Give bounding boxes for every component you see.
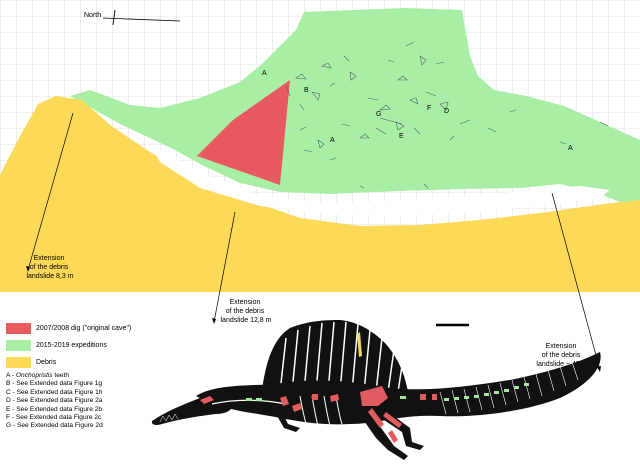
legend-original-cave: 2007/2008 dig ("original cave"): [6, 321, 196, 335]
extension-right-arrow: [551, 192, 601, 371]
key-a-letter: A -: [6, 372, 16, 379]
legend-swatch-red: [6, 322, 31, 334]
legend-expeditions: 2015-2019 expeditions: [6, 338, 196, 352]
zone-letters: A B G A F D A E: [262, 70, 573, 152]
key-a-taxon: Onchopristis: [15, 372, 53, 379]
landslide-gap: [150, 144, 610, 216]
zone-letter-d: D: [444, 108, 449, 115]
original-cave: [197, 80, 290, 185]
north-label: North: [84, 12, 101, 19]
key-line-b: B - See Extended data Figure 1g: [6, 380, 103, 388]
extension-left-line-3: landslide 8,3 m: [26, 273, 73, 280]
legend: 2007/2008 dig ("original cave") 2015-201…: [6, 321, 196, 372]
debris-area: [0, 96, 640, 292]
zone-letter-e: E: [399, 133, 404, 140]
key-line-a: A - Onchopristis teeth: [6, 372, 103, 380]
extension-middle-line-2: of the debris: [226, 308, 265, 315]
legend-label: 2015-2019 expeditions: [36, 341, 107, 349]
extension-middle-arrow: [213, 211, 236, 323]
key-a-rest: teeth: [52, 372, 70, 379]
key-line-c: C - See Extended data Figure 1h: [6, 388, 103, 396]
letter-key: A - Onchopristis teeth B - See Extended …: [6, 372, 103, 431]
extension-left-line-1: Extension: [34, 255, 65, 262]
zone-letter-f: F: [427, 105, 431, 112]
zone-letter-a-right: A: [568, 145, 573, 152]
zone-letter-a-left: A: [262, 70, 267, 77]
extension-right-label: Extension of the debris landslide ~ 45 m: [536, 343, 587, 368]
key-line-d: D - See Extended data Figure 2a: [6, 397, 103, 405]
north-arrow-tick: [112, 9, 116, 26]
legend-swatch-green: [6, 339, 31, 351]
legend-debris: Debris: [6, 355, 196, 369]
extension-left-arrow: [27, 112, 74, 271]
zone-letter-g: G: [376, 111, 381, 118]
key-line-f: F - See Extended data Figure 2c: [6, 414, 102, 422]
skeleton-reconstruction: [151, 320, 601, 460]
legend-label: Debris: [36, 358, 57, 366]
legend-swatch-yellow: [6, 356, 31, 368]
legend-label: 2007/2008 dig ("original cave"): [36, 324, 132, 332]
zone-letter-a-center: A: [330, 137, 335, 144]
extension-middle-line-3: landslide 12,8 m: [221, 317, 272, 324]
zone-letter-b: B: [304, 87, 309, 94]
extension-right-line-3: landslide ~ 45 m: [536, 361, 587, 368]
extension-middle-line-1: Extension: [230, 299, 261, 306]
extension-middle-label: Extension of the debris landslide 12,8 m: [221, 299, 272, 324]
north-arrow-line: [102, 17, 181, 22]
extension-left-line-2: of the debris: [30, 264, 69, 271]
key-line-g: G - See Extended data Figure 2d: [6, 422, 103, 430]
fossil-fragments: [285, 41, 609, 189]
extension-right-line-1: Extension: [546, 343, 577, 350]
extension-left-label: Extension of the debris landslide 8,3 m: [26, 255, 73, 280]
key-line-e: E - See Extended data Figure 2b: [6, 405, 103, 413]
extension-right-line-2: of the debris: [542, 352, 581, 359]
